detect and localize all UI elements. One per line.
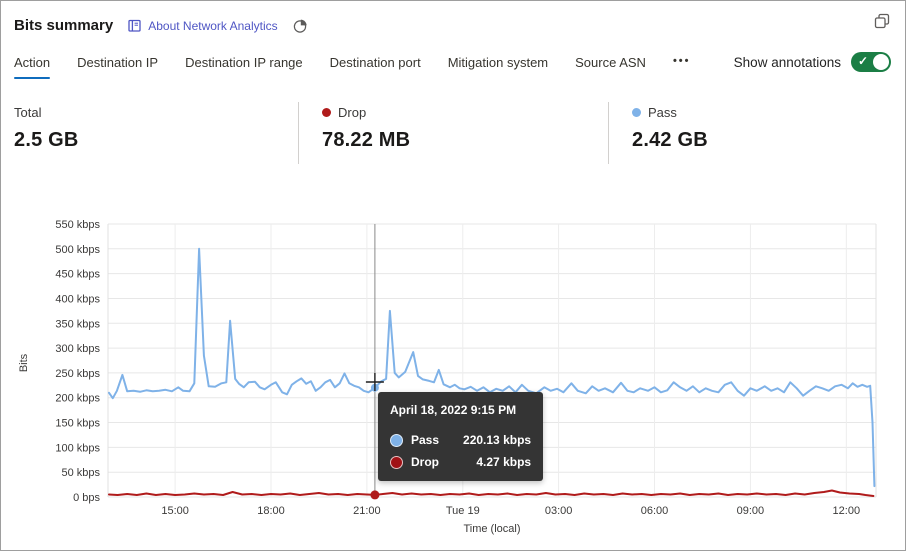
stat-drop-label: Drop [322, 105, 608, 120]
y-tick-label: 150 kbps [55, 418, 100, 430]
tooltip-pass-value: 220.13 kbps [463, 433, 532, 447]
show-annotations-label: Show annotations [733, 54, 841, 70]
chart-canvas[interactable]: 550 kbps 500 kbps 450 kbps 400 kbps 350 kbps… [1, 201, 906, 551]
pass-dot-icon [632, 108, 641, 117]
series-pass-line [108, 247, 876, 488]
y-tick-label: 550 kbps [55, 219, 100, 231]
x-tick-label: 03:00 [545, 505, 573, 517]
tab-action[interactable]: Action [14, 51, 51, 79]
y-tick-label: 300 kbps [55, 343, 100, 355]
stats-row: Total 2.5 GB Drop 78.22 MB Pass 2.42 GB [1, 102, 905, 164]
toggle-knob [873, 54, 889, 70]
stat-pass-value: 2.42 GB [632, 129, 708, 151]
tab-bar: Action Destination IP Destination IP ran… [1, 51, 905, 79]
tooltip-drop-label: Drop [411, 455, 439, 469]
y-tick-label: 100 kbps [55, 442, 100, 454]
stat-pass-label-text: Pass [648, 105, 677, 120]
drop-dot-icon [322, 108, 331, 117]
tab-destination-port[interactable]: Destination port [330, 51, 421, 79]
y-axis-title: Bits [18, 353, 30, 373]
tooltip-drop-value: 4.27 kbps [476, 455, 532, 469]
tab-destination-ip[interactable]: Destination IP [77, 51, 158, 79]
bits-chart[interactable]: 550 kbps 500 kbps 450 kbps 400 kbps 350 kbps… [1, 201, 906, 551]
series-drop-line [108, 489, 875, 497]
more-tabs-icon[interactable]: ••• [673, 51, 691, 79]
y-tick-label: 450 kbps [55, 269, 100, 281]
tooltip-rows: Pass 220.13 kbps Drop 4.27 kbps [390, 433, 531, 469]
y-tick-label: 0 bps [73, 492, 100, 504]
tab-mitigation-system[interactable]: Mitigation system [448, 51, 548, 79]
stat-drop-value: 78.22 MB [322, 129, 411, 151]
expand-icon[interactable] [873, 12, 891, 30]
check-icon: ✓ [858, 54, 869, 68]
x-tick-label: 18:00 [257, 505, 285, 517]
drop-hover-marker [370, 490, 380, 500]
time-pie-icon[interactable] [292, 18, 308, 34]
y-tick-label: 400 kbps [55, 294, 100, 306]
stat-drop: Drop 78.22 MB [298, 102, 608, 164]
panel-header: Bits summary About Network Analytics [1, 1, 905, 34]
stat-pass: Pass 2.42 GB [608, 102, 898, 164]
stat-drop-label-text: Drop [338, 105, 367, 120]
tooltip-timestamp: April 18, 2022 9:15 PM [390, 403, 517, 417]
show-annotations-control: Show annotations ✓ [734, 52, 891, 78]
x-tick-label: 06:00 [641, 505, 669, 517]
about-link[interactable]: About Network Analytics [127, 18, 278, 33]
stat-total-label: Total [14, 105, 42, 120]
about-link-label[interactable]: About Network Analytics [148, 18, 278, 33]
chart-tooltip: April 18, 2022 9:15 PM Pass 220.13 kbps … [378, 392, 544, 481]
y-tick-label: 500 kbps [55, 244, 100, 256]
tooltip-row-drop: Drop 4.27 kbps [390, 455, 531, 469]
tab-source-asn[interactable]: Source ASN [575, 51, 646, 79]
y-tick-label: 200 kbps [55, 393, 100, 405]
page-title: Bits summary [14, 17, 114, 34]
stat-pass-label: Pass [632, 105, 898, 120]
x-tick-label: Tue 19 [446, 505, 480, 517]
tabs: Action Destination IP Destination IP ran… [14, 51, 691, 79]
tab-destination-ip-range[interactable]: Destination IP range [185, 51, 303, 79]
x-axis-title: Time (local) [463, 523, 521, 535]
tooltip-pass-dot-icon [390, 433, 403, 447]
y-tick-label: 350 kbps [55, 318, 100, 330]
tooltip-row-pass: Pass 220.13 kbps [390, 433, 531, 447]
y-tick-label: 250 kbps [55, 368, 100, 380]
x-tick-label: 15:00 [161, 505, 189, 517]
y-tick-label: 50 kbps [61, 467, 100, 479]
stat-total-value: 2.5 GB [14, 129, 79, 151]
show-annotations-toggle[interactable]: ✓ [851, 52, 891, 72]
x-tick-label: 21:00 [353, 505, 381, 517]
x-tick-label: 09:00 [737, 505, 765, 517]
book-icon [127, 18, 142, 33]
tooltip-pass-label: Pass [411, 433, 440, 447]
tooltip-drop-dot-icon [390, 455, 403, 469]
stat-total: Total 2.5 GB [14, 102, 298, 164]
x-tick-label: 12:00 [833, 505, 861, 517]
